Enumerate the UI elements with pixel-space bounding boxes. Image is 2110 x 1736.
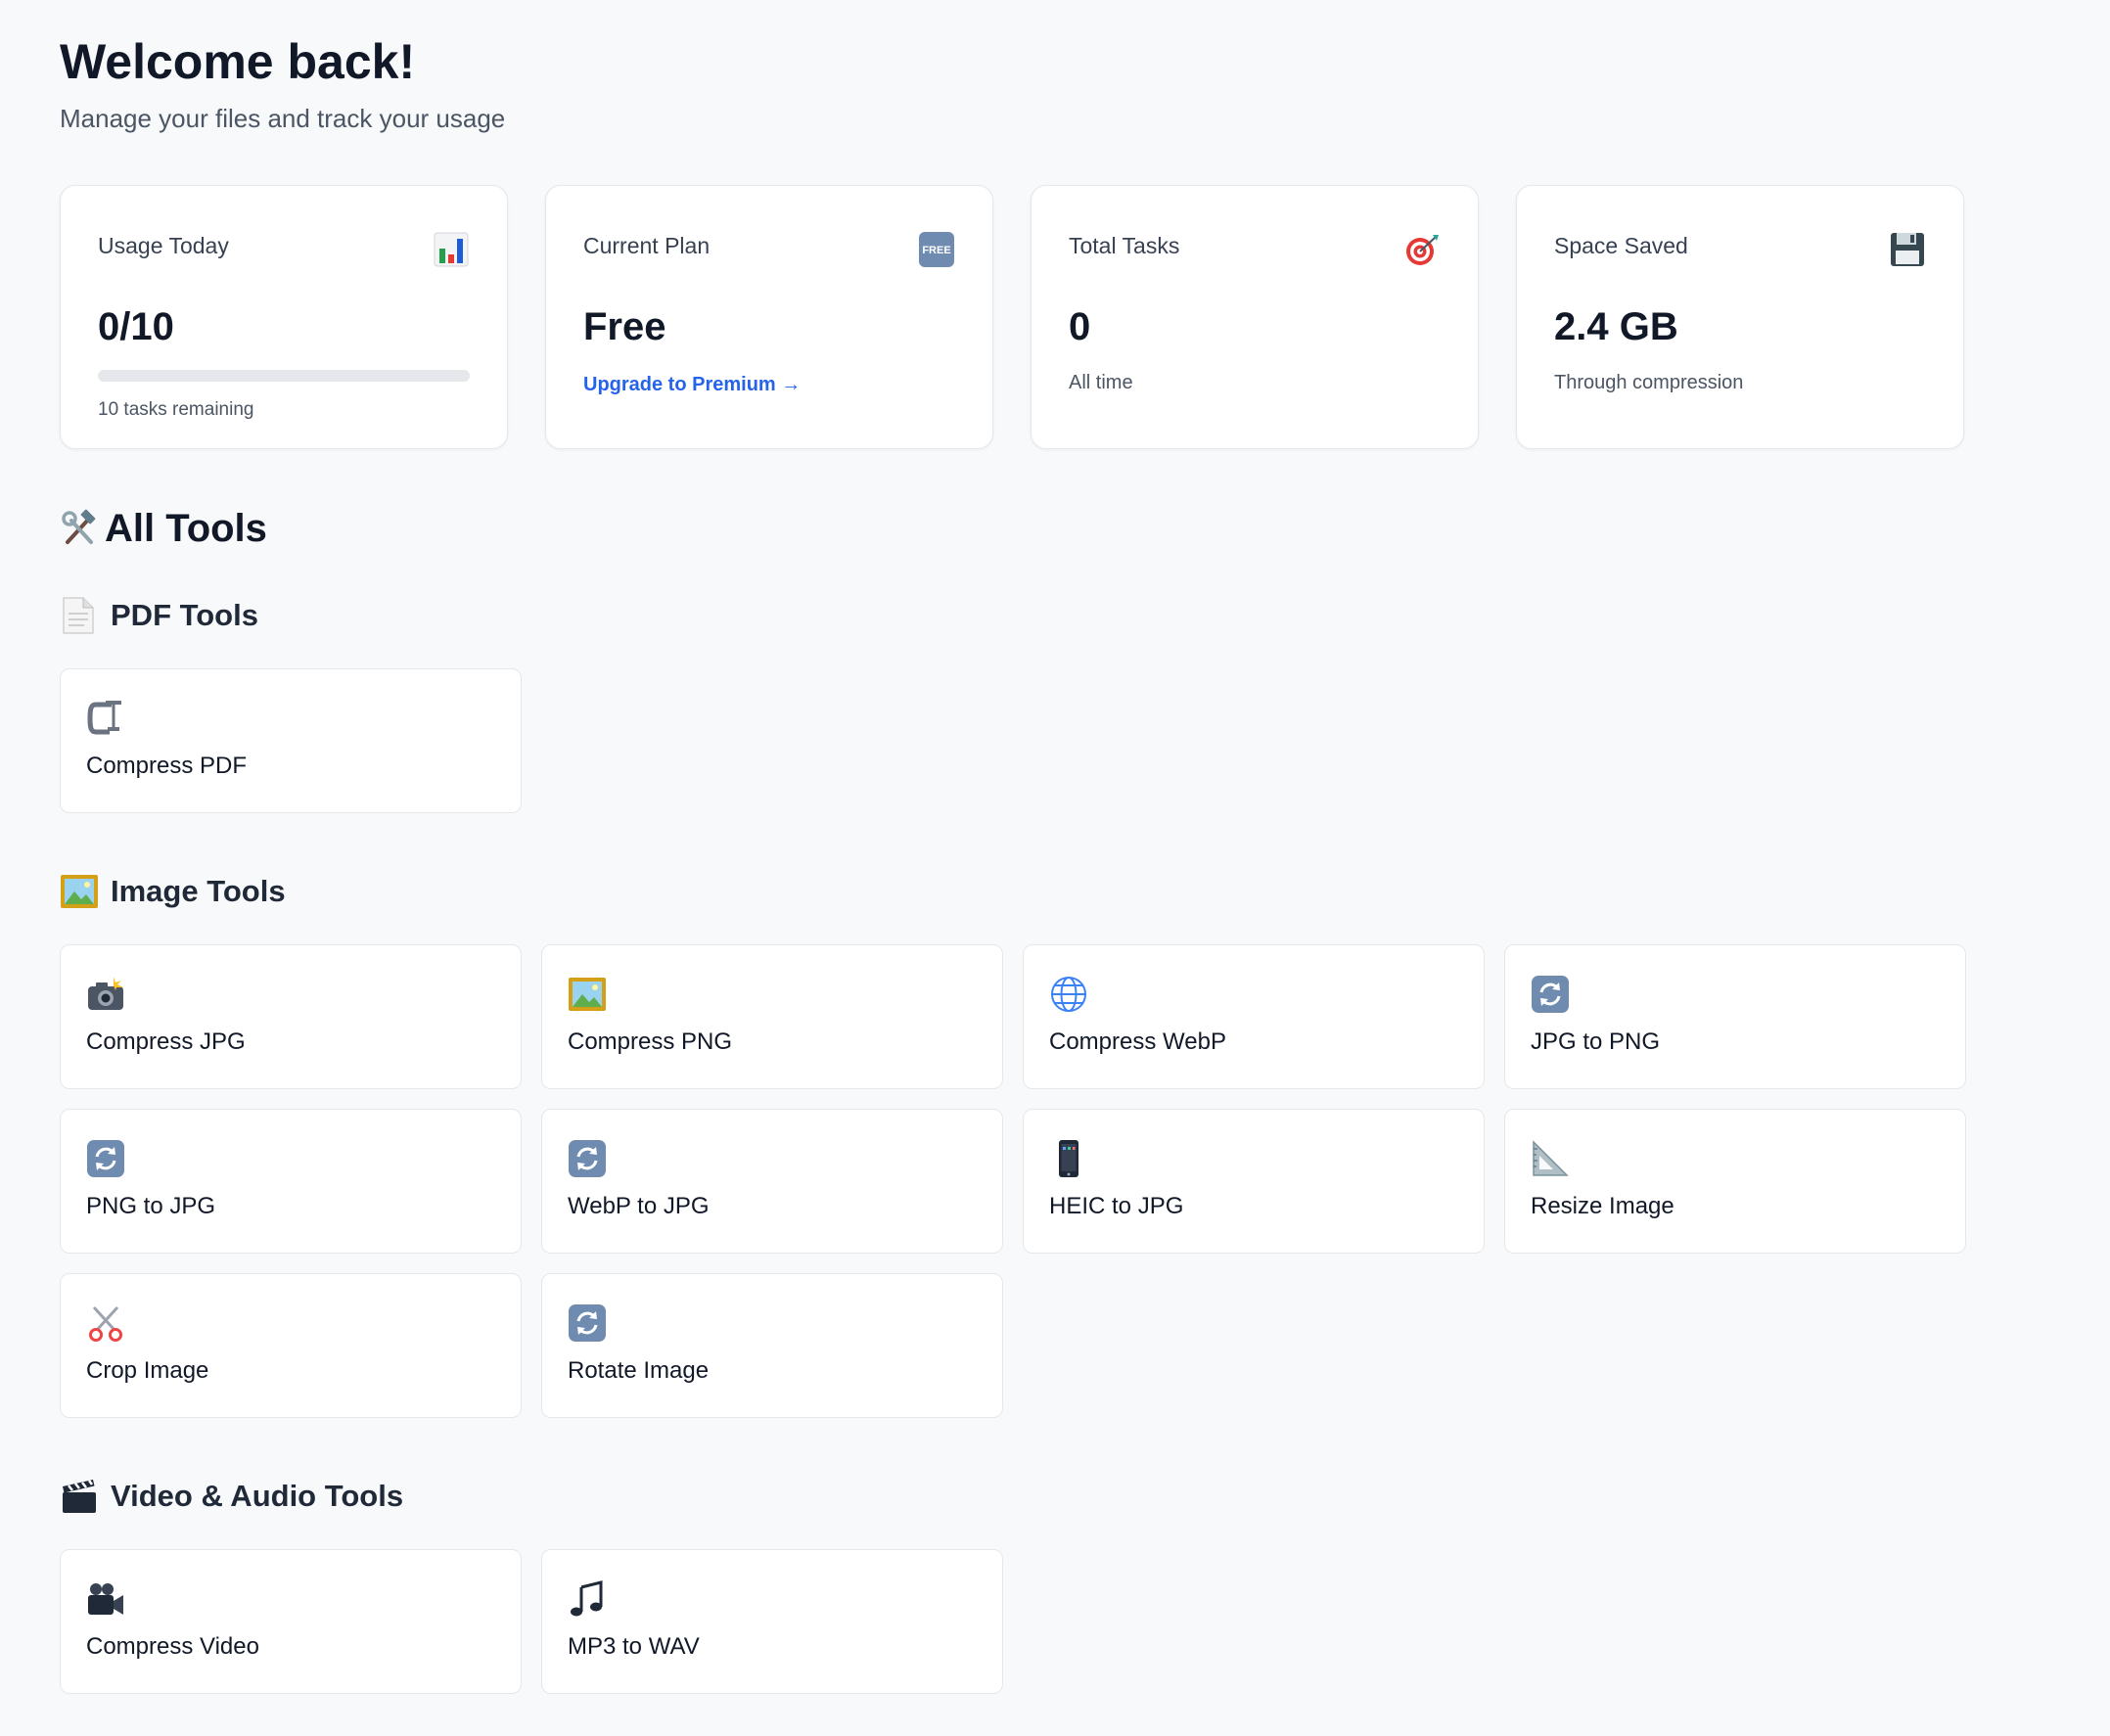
video-audio-tools-title: Video & Audio Tools	[111, 1479, 404, 1513]
refresh-icon	[569, 1140, 606, 1177]
free-badge-icon: FREE	[919, 232, 954, 267]
all-tools-heading: All Tools	[60, 504, 2110, 553]
page-title: Welcome back!	[60, 34, 416, 89]
stats-row: Usage Today 0/10 10 tasks remaining Curr…	[60, 185, 2110, 449]
tool-jpg-to-png[interactable]: JPG to PNG	[1504, 944, 1966, 1089]
total-tasks-value: 0	[1069, 305, 1091, 348]
total-tasks-label: Total Tasks	[1069, 233, 1180, 258]
image-tools-heading: Image Tools	[60, 872, 2110, 911]
bar-chart-icon	[434, 232, 469, 267]
usage-progress-bar	[98, 370, 470, 382]
floppy-disk-icon	[1891, 233, 1924, 266]
tool-rotate-image[interactable]: Rotate Image	[541, 1273, 1003, 1418]
tool-label: MP3 to WAV	[568, 1633, 700, 1660]
hammer-wrench-icon	[62, 509, 96, 544]
dashboard-page: Welcome back! Manage your files and trac…	[60, 34, 2110, 1694]
usage-remaining-text: 10 tasks remaining	[98, 399, 254, 420]
image-tools-grid: Compress JPG Compress PNG Compress WebP	[60, 944, 2110, 1418]
tool-label: Compress PDF	[86, 753, 248, 779]
clamp-icon	[87, 701, 121, 735]
tool-label: PNG to JPG	[86, 1193, 216, 1219]
tool-mp3-to-wav[interactable]: MP3 to WAV	[541, 1549, 1003, 1694]
tool-label: HEIC to JPG	[1049, 1193, 1184, 1219]
tool-label: Crop Image	[86, 1357, 209, 1384]
globe-icon	[1051, 977, 1086, 1012]
current-plan-label: Current Plan	[583, 233, 711, 258]
tool-label: JPG to PNG	[1531, 1028, 1661, 1055]
video-camera-icon	[88, 1583, 123, 1615]
page-subtitle: Manage your files and track your usage	[60, 104, 506, 133]
refresh-icon	[87, 1140, 124, 1177]
pdf-tools-heading: PDF Tools	[60, 596, 2110, 635]
tool-compress-video[interactable]: Compress Video	[60, 1549, 522, 1694]
tool-webp-to-jpg[interactable]: WebP to JPG	[541, 1109, 1003, 1254]
tool-label: Compress Video	[86, 1633, 259, 1660]
tool-crop-image[interactable]: Crop Image	[60, 1273, 522, 1418]
tool-resize-image[interactable]: Resize Image	[1504, 1109, 1966, 1254]
scissors-icon	[89, 1305, 122, 1342]
tool-label: Compress WebP	[1049, 1028, 1226, 1055]
mobile-phone-icon	[1059, 1140, 1078, 1177]
all-tools-title: All Tools	[105, 507, 267, 550]
tool-png-to-jpg[interactable]: PNG to JPG	[60, 1109, 522, 1254]
video-audio-tools-grid: Compress Video MP3 to WAV	[60, 1549, 2110, 1694]
tool-heic-to-jpg[interactable]: HEIC to JPG	[1023, 1109, 1485, 1254]
video-audio-tools-heading: Video & Audio Tools	[60, 1477, 2110, 1516]
total-tasks-card: Total Tasks 0 All time	[1031, 185, 1479, 449]
tool-label: Compress PNG	[568, 1028, 733, 1055]
usage-today-label: Usage Today	[98, 233, 229, 258]
space-saved-sub: Through compression	[1554, 372, 1744, 393]
tool-label: Rotate Image	[568, 1357, 710, 1384]
image-tools-title: Image Tools	[111, 874, 286, 908]
tool-label: WebP to JPG	[568, 1193, 710, 1219]
total-tasks-sub: All time	[1069, 372, 1133, 393]
tool-compress-jpg[interactable]: Compress JPG	[60, 944, 522, 1089]
tool-label: Compress JPG	[86, 1028, 246, 1055]
refresh-icon	[569, 1304, 606, 1342]
usage-today-card: Usage Today 0/10 10 tasks remaining	[60, 185, 508, 449]
framed-picture-icon	[569, 978, 606, 1011]
page-icon	[63, 597, 94, 634]
pdf-tools-title: PDF Tools	[111, 598, 258, 632]
tool-compress-webp[interactable]: Compress WebP	[1023, 944, 1485, 1089]
free-badge-text: FREE	[922, 245, 950, 256]
space-saved-card: Space Saved 2.4 GB Through compression	[1516, 185, 1964, 449]
triangular-ruler-icon	[1533, 1140, 1569, 1176]
space-saved-value: 2.4 GB	[1554, 305, 1678, 348]
tool-label: Resize Image	[1531, 1193, 1674, 1219]
tool-compress-png[interactable]: Compress PNG	[541, 944, 1003, 1089]
target-icon	[1406, 235, 1439, 265]
framed-picture-icon	[61, 875, 98, 908]
clapper-board-icon	[63, 1480, 96, 1513]
tool-compress-pdf[interactable]: Compress PDF	[60, 668, 522, 813]
refresh-icon	[1532, 976, 1569, 1013]
camera-flash-icon	[88, 977, 123, 1010]
current-plan-card: Current Plan FREE Free Upgrade to Premiu…	[545, 185, 993, 449]
pdf-tools-grid: Compress PDF	[60, 668, 2110, 813]
usage-today-value: 0/10	[98, 305, 174, 348]
music-note-icon	[571, 1580, 603, 1617]
upgrade-to-premium-link[interactable]: Upgrade to Premium →	[583, 374, 802, 395]
space-saved-label: Space Saved	[1554, 233, 1688, 258]
current-plan-value: Free	[583, 305, 666, 348]
